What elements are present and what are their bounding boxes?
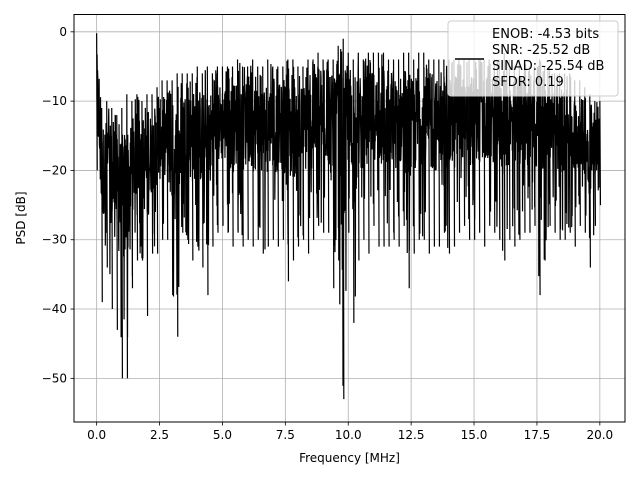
legend-box [447, 20, 619, 97]
x-tick-label: 10.0 [335, 428, 362, 442]
x-axis-label: Frequency [MHz] [299, 451, 400, 465]
y-tick-label: −50 [42, 371, 67, 385]
legend: ENOB: -4.53 bits SNR: -25.52 dB SINAD: -… [447, 20, 619, 97]
psd-trace [96, 33, 602, 400]
x-tick-label: 7.5 [276, 428, 295, 442]
y-tick-label: −40 [42, 302, 67, 316]
y-ticks: 0 −10 −20 −30 −40 −50 [42, 25, 74, 385]
y-tick-label: −30 [42, 233, 67, 247]
y-axis-label: PSD [dB] [14, 191, 28, 244]
x-tick-label: 15.0 [461, 428, 488, 442]
x-tick-label: 12.5 [398, 428, 425, 442]
x-tick-label: 17.5 [524, 428, 551, 442]
plot-frame [73, 14, 626, 423]
x-tick-label: 2.5 [150, 428, 169, 442]
y-tick-label: 0 [59, 25, 67, 39]
y-tick-label: −10 [42, 94, 67, 108]
y-tick-label: −20 [42, 163, 67, 177]
x-tick-label: 0.0 [87, 428, 106, 442]
legend-sinad: SINAD: -25.54 dB [492, 59, 604, 74]
legend-text: ENOB: -4.53 bits SNR: -25.52 dB SINAD: -… [492, 27, 609, 90]
x-tick-label: 5.0 [213, 428, 232, 442]
legend-snr: SNR: -25.52 dB [492, 43, 590, 58]
legend-enob: ENOB: -4.53 bits [492, 27, 599, 42]
x-ticks: 0.0 2.5 5.0 7.5 10.0 12.5 15.0 17.5 20.0 [87, 422, 613, 442]
psd-line [96, 33, 602, 400]
x-tick-label: 20.0 [586, 428, 613, 442]
legend-sfdr: SFDR: 0.19 [492, 75, 564, 90]
